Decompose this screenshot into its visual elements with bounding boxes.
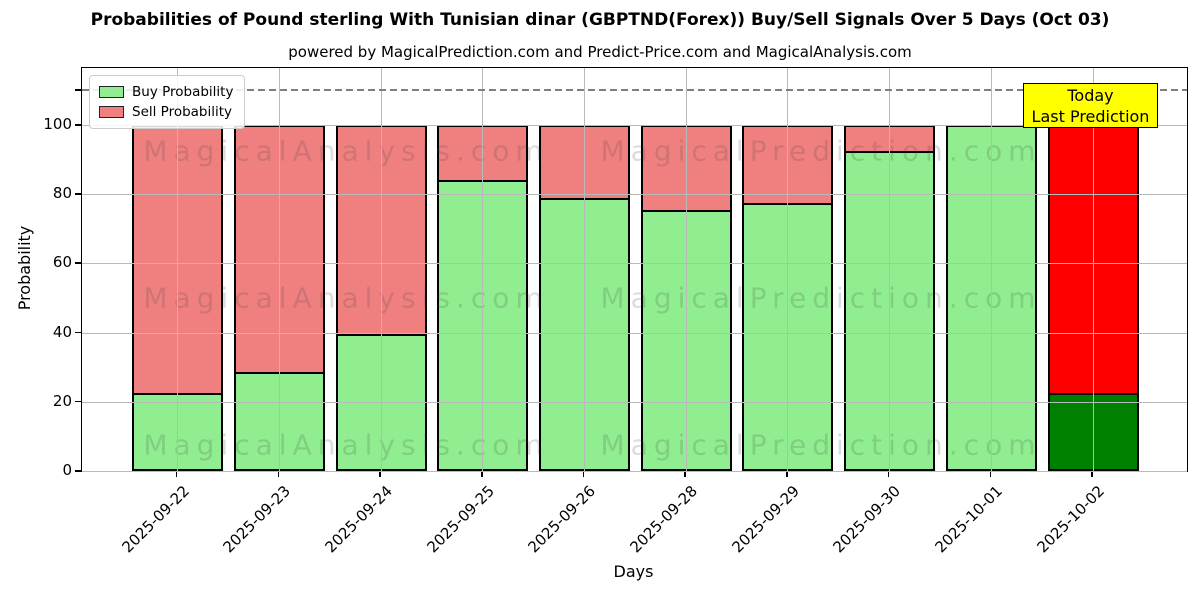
x-tickmark-2025-10-01 (989, 471, 992, 477)
chart-title: Probabilities of Pound sterling With Tun… (90, 10, 1110, 30)
x-tick-label-2025-09-24: 2025-09-24 (321, 482, 396, 557)
gridline-y-60 (82, 263, 1187, 265)
x-tick-label-2025-09-22: 2025-09-22 (118, 482, 193, 557)
x-tick-label-2025-09-28: 2025-09-28 (626, 482, 701, 557)
gridline-x-2025-09-22 (177, 68, 179, 471)
x-tickmark-2025-09-25 (481, 471, 483, 477)
legend: Buy Probability Sell Probability (89, 75, 246, 129)
gridline-y-100 (82, 125, 1187, 126)
today-annotation: Today Last Prediction (1023, 83, 1158, 128)
gridline-x-2025-09-29 (787, 68, 789, 471)
x-tick-label-2025-09-23: 2025-09-23 (219, 482, 295, 557)
y-tickmark-0 (75, 470, 81, 472)
today-annotation-line1: Today (1067, 85, 1114, 105)
watermark-right-row2: MagicalPrediction.com (600, 281, 1042, 315)
x-tick-label-2025-09-30: 2025-09-30 (829, 482, 905, 557)
today-annotation-line2: Last Prediction (1031, 106, 1150, 126)
x-axis-label: Days (613, 562, 654, 581)
legend-label-sell: Sell Probability (132, 104, 233, 120)
watermark-right-row1: MagicalPrediction.com (600, 134, 1042, 168)
gridline-x-2025-09-24 (380, 68, 382, 471)
gridline-y-40 (82, 332, 1187, 334)
dashed-threshold-line (82, 89, 1187, 92)
y-tickmark-60 (75, 262, 81, 264)
y-tick-label-20: 20 (52, 391, 72, 410)
x-tick-label-2025-09-29: 2025-09-29 (728, 482, 803, 557)
x-tickmark-2025-09-23 (277, 471, 280, 477)
gridline-x-2025-10-01 (990, 68, 992, 471)
gridline-x-2025-10-02 (1092, 68, 1094, 471)
x-tickmark-2025-09-24 (379, 471, 381, 477)
chart-subtitle: powered by MagicalPrediction.com and Pre… (288, 43, 912, 61)
x-tickmark-2025-09-22 (175, 471, 178, 477)
watermark-left-row2: MagicalAnalysis.com (143, 281, 549, 315)
x-tick-label-2025-09-26: 2025-09-26 (524, 482, 600, 557)
watermark-left-row1: MagicalAnalysis.com (143, 134, 549, 168)
legend-label-buy: Buy Probability (132, 84, 234, 100)
y-tick-label-60: 60 (52, 253, 72, 272)
gridline-y-80 (82, 194, 1187, 196)
legend-swatch-buy (99, 86, 124, 98)
y-tickmark-100 (75, 124, 81, 126)
watermark-right-row3: MagicalPrediction.com (600, 428, 1042, 462)
y-tickmark-80 (75, 193, 81, 195)
legend-entry-buy: Buy Probability (99, 82, 233, 102)
gridline-x-2025-09-26 (584, 68, 585, 471)
gridline-x-2025-09-30 (889, 68, 891, 471)
x-tick-label-2025-09-25: 2025-09-25 (423, 482, 498, 557)
gridline-x-2025-09-23 (278, 68, 280, 471)
y-tickmark-110 (75, 89, 81, 91)
y-tickmark-20 (75, 400, 81, 403)
y-axis-label: Probability (15, 225, 34, 311)
x-tickmark-2025-09-29 (786, 471, 788, 477)
x-tickmark-2025-09-26 (582, 471, 585, 477)
y-tick-label-0: 0 (62, 461, 72, 479)
y-tick-label-80: 80 (52, 184, 72, 203)
gridline-y-20 (82, 401, 1187, 403)
y-tick-label-40: 40 (52, 322, 72, 341)
plot-area: MagicalAnalysis.com MagicalPrediction.com… (81, 67, 1188, 472)
gridline-x-2025-09-25 (482, 68, 484, 471)
watermark-left-row3: MagicalAnalysis.com (143, 428, 549, 462)
y-tickmark-40 (75, 331, 81, 334)
legend-entry-sell: Sell Probability (99, 102, 233, 122)
x-tick-label-2025-10-02: 2025-10-02 (1033, 482, 1108, 557)
x-tickmark-2025-10-02 (1091, 471, 1093, 477)
x-tickmark-2025-09-28 (684, 471, 686, 477)
x-tickmark-2025-09-30 (887, 471, 890, 477)
legend-swatch-sell (99, 106, 124, 118)
gridline-y-0 (82, 471, 1187, 472)
x-tick-label-2025-10-01: 2025-10-01 (931, 482, 1007, 557)
gridline-x-2025-09-28 (685, 68, 687, 471)
y-tick-label-100: 100 (43, 115, 72, 133)
